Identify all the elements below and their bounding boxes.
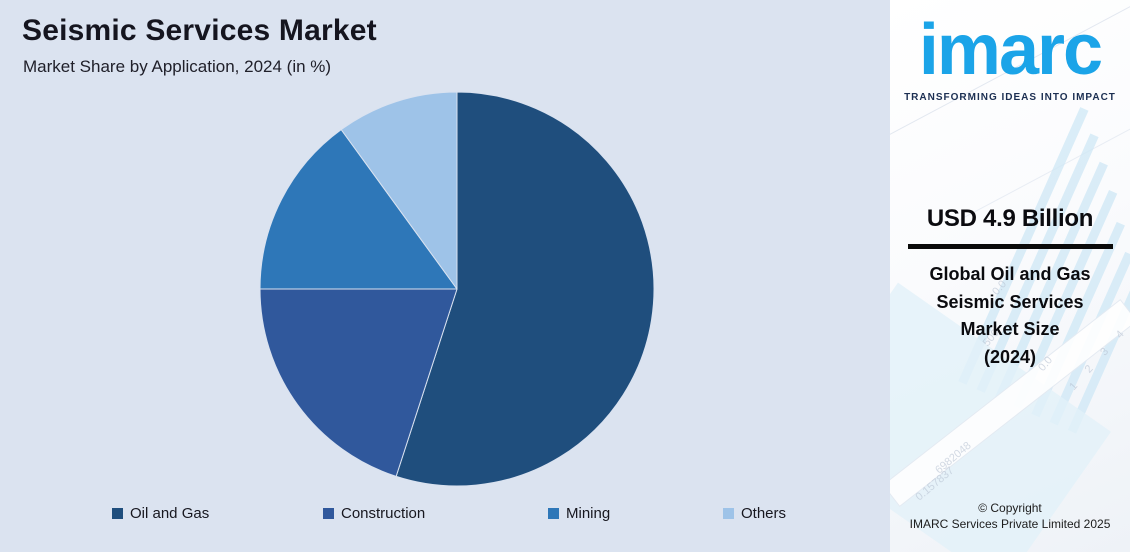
chart-legend: Oil and Gas Construction Mining Others — [0, 503, 890, 529]
market-size-description-line: Global Oil and Gas — [929, 264, 1091, 284]
copyright-line1: © Copyright — [978, 501, 1042, 515]
imarc-tagline: TRANSFORMING IDEAS INTO IMPACT — [904, 92, 1116, 103]
pie-slice-oil-and-gas — [395, 91, 655, 487]
page-title: Seismic Services Market — [22, 14, 377, 47]
legend-swatch-mining — [548, 507, 559, 519]
legend-item-others: Others — [723, 503, 786, 523]
legend-label-oil-and-gas: Oil and Gas — [130, 504, 210, 522]
pie-chart — [257, 89, 657, 489]
market-size-stat: USD 4.9 Billion Global Oil and Gas Seism… — [890, 205, 1130, 371]
copyright-line2: IMARC Services Private Limited 2025 — [909, 517, 1111, 531]
market-size-value: USD 4.9 Billion — [926, 205, 1094, 232]
legend-item-mining: Mining — [548, 503, 610, 523]
watermark-number: 0.157837 — [913, 464, 957, 504]
market-size-description: Global Oil and Gas Seismic Services Mark… — [890, 261, 1130, 371]
legend-label-construction: Construction — [341, 504, 426, 522]
legend-swatch-others — [723, 507, 734, 519]
pie-slice-construction — [259, 288, 458, 477]
market-size-description-line: Market Size — [960, 319, 1060, 339]
legend-swatch-construction — [323, 507, 334, 519]
copyright: © Copyright IMARC Services Private Limit… — [890, 500, 1130, 532]
stat-divider — [907, 244, 1113, 249]
market-size-description-line: (2024) — [983, 346, 1037, 367]
watermark-number: 6982048 — [933, 439, 974, 477]
imarc-logo: imarc — [890, 14, 1130, 86]
pie-slice-others — [340, 91, 458, 290]
legend-swatch-oil-and-gas — [112, 507, 123, 519]
market-size-description-line: Seismic Services — [936, 291, 1084, 312]
page-subtitle: Market Share by Application, 2024 (in %) — [23, 57, 332, 76]
sidebar: 0.0 500 0.0 1 2 3 4 6982048 0.157837 ima… — [890, 0, 1130, 552]
chart-panel: Seismic Services Market Market Share by … — [0, 14, 890, 529]
legend-label-others: Others — [741, 504, 787, 522]
legend-label-mining: Mining — [566, 504, 611, 522]
legend-item-construction: Construction — [323, 503, 425, 523]
imarc-logo-text: imarc — [918, 10, 1103, 90]
pie-slice-mining — [259, 129, 458, 290]
legend-item-oil-and-gas: Oil and Gas — [112, 503, 209, 523]
